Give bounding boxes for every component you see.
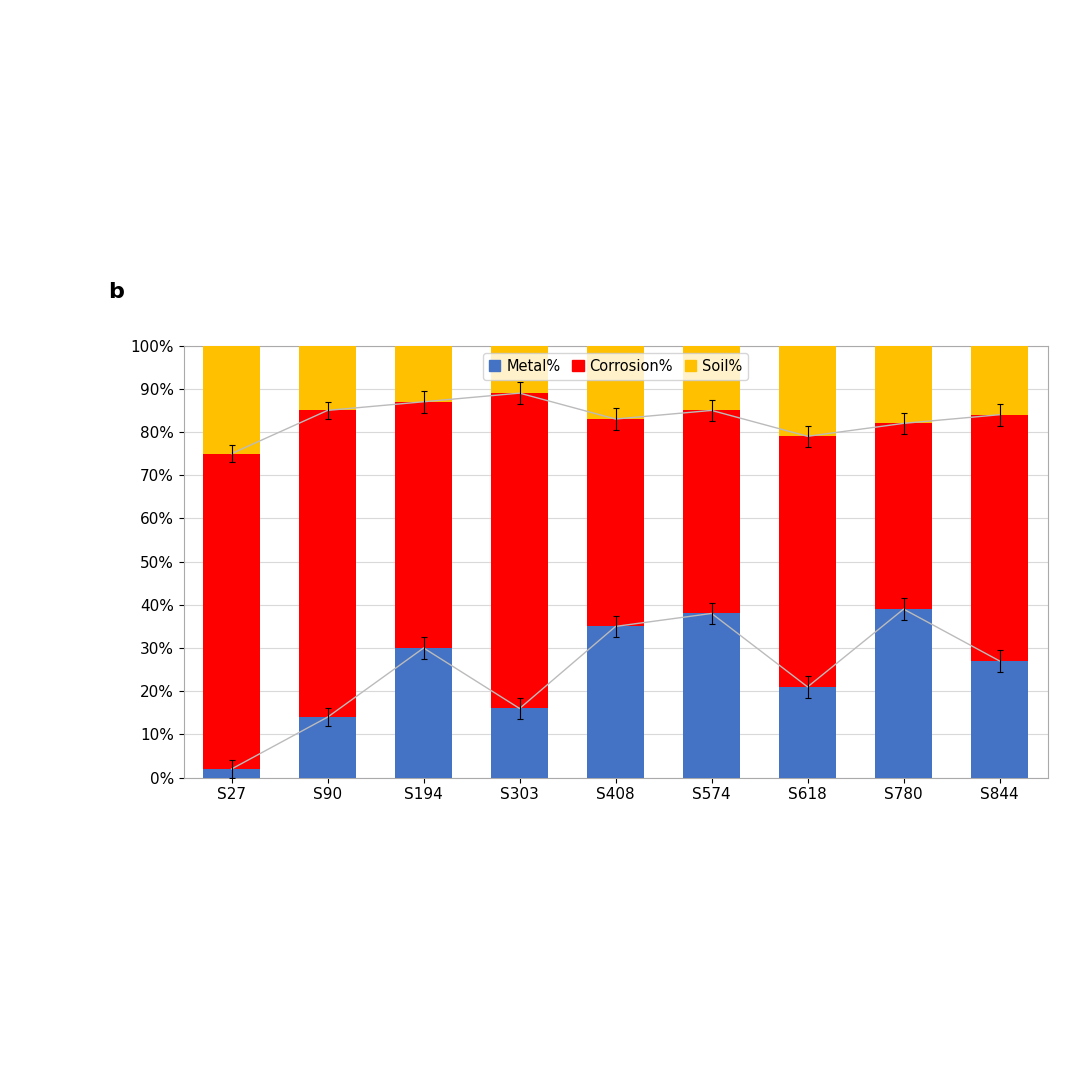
Bar xyxy=(299,346,356,410)
Bar xyxy=(779,346,836,436)
Legend: Metal%, Corrosion%, Soil%: Metal%, Corrosion%, Soil% xyxy=(483,353,748,379)
Bar xyxy=(203,346,260,454)
Text: b: b xyxy=(108,282,124,302)
Bar xyxy=(203,454,260,769)
Bar xyxy=(299,410,356,717)
Bar xyxy=(683,346,741,410)
Bar xyxy=(586,346,645,419)
Bar xyxy=(971,661,1028,778)
Bar xyxy=(971,415,1028,661)
Bar xyxy=(395,346,453,402)
Bar xyxy=(299,717,356,778)
Bar xyxy=(586,419,645,626)
Bar xyxy=(683,410,741,613)
Bar xyxy=(875,609,932,778)
Bar xyxy=(683,613,741,778)
Bar xyxy=(490,708,549,778)
Bar xyxy=(779,436,836,687)
Bar xyxy=(395,648,453,778)
Bar xyxy=(971,346,1028,415)
Bar xyxy=(875,346,932,423)
Bar xyxy=(490,393,549,708)
Bar xyxy=(203,769,260,778)
Bar xyxy=(395,402,453,648)
Bar xyxy=(875,423,932,609)
Bar xyxy=(586,626,645,778)
Bar xyxy=(779,687,836,778)
Bar xyxy=(490,346,549,393)
